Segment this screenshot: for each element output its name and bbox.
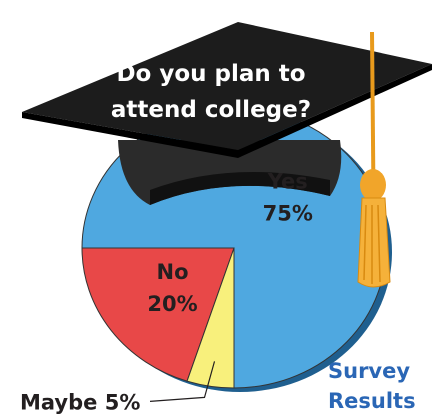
cap-board-edge — [22, 64, 432, 158]
leader-line — [149, 361, 216, 402]
slice-label: Yes — [267, 170, 308, 194]
slice-value-label: 75% — [263, 202, 313, 226]
chart-title: Do you plan to attend college? — [110, 61, 312, 123]
tassel-knot — [360, 169, 386, 201]
cap-board — [22, 22, 432, 150]
slice — [81, 247, 235, 382]
tassel-strands — [363, 204, 381, 284]
cap-band — [150, 172, 330, 205]
slice-value-label: 20% — [147, 292, 197, 316]
caption: Survey Results — [328, 359, 416, 413]
slice-label-group: Maybe 5% — [20, 390, 140, 414]
slice-label: Maybe — [20, 390, 97, 414]
slice-value-label: 5% — [105, 390, 141, 414]
slice — [186, 247, 235, 389]
tassel — [357, 197, 391, 288]
slice-label: No — [157, 260, 189, 284]
